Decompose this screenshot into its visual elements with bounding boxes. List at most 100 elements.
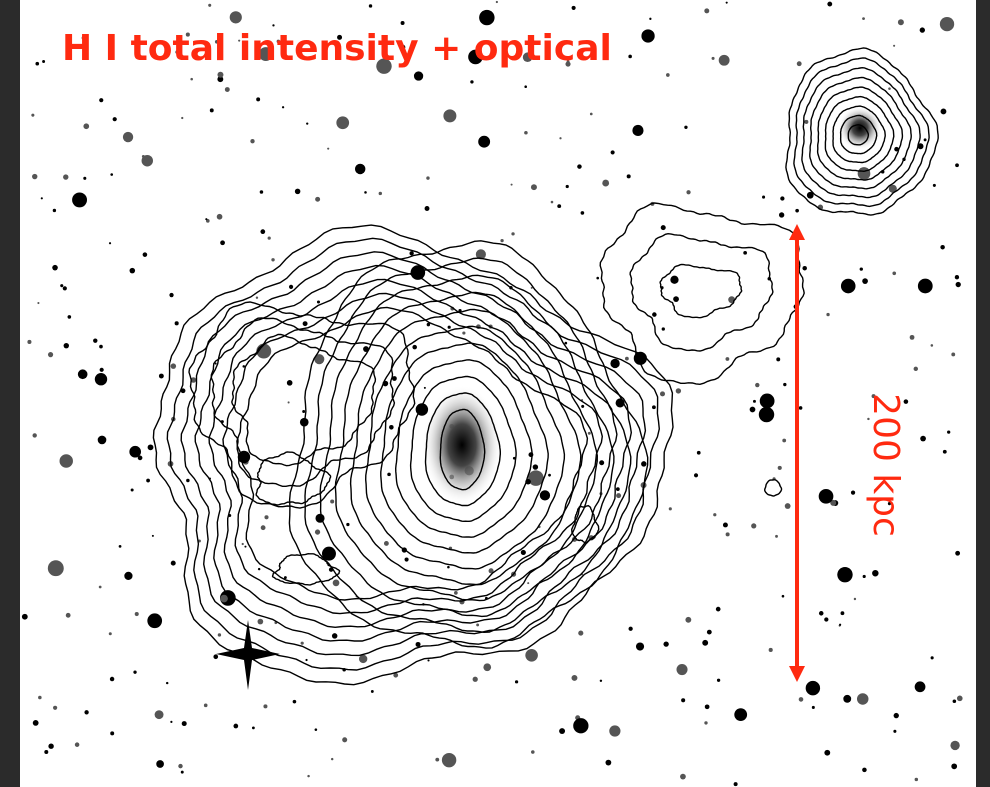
- star: [681, 698, 685, 702]
- star: [303, 321, 308, 326]
- star: [524, 85, 527, 88]
- image-title: H I total intensity + optical: [62, 28, 612, 69]
- star: [920, 27, 925, 32]
- star: [785, 503, 791, 509]
- star: [412, 345, 417, 350]
- star: [892, 271, 896, 275]
- star: [171, 363, 176, 368]
- star: [955, 163, 959, 167]
- star: [951, 763, 957, 769]
- star: [230, 11, 242, 23]
- star: [95, 373, 107, 385]
- star: [32, 174, 37, 179]
- star: [53, 209, 56, 212]
- star: [175, 321, 179, 325]
- star: [424, 387, 426, 389]
- star: [342, 737, 347, 742]
- star: [289, 285, 293, 289]
- star: [63, 286, 67, 290]
- star: [38, 696, 42, 700]
- star: [260, 229, 265, 234]
- star: [616, 487, 620, 491]
- star: [454, 591, 458, 595]
- star: [924, 138, 927, 141]
- star: [669, 507, 672, 510]
- star: [753, 400, 756, 403]
- star: [559, 137, 561, 139]
- star: [442, 753, 456, 767]
- star: [146, 479, 150, 483]
- star: [524, 131, 528, 135]
- star: [169, 293, 173, 297]
- star: [66, 613, 71, 618]
- star: [799, 697, 804, 702]
- star: [566, 185, 569, 188]
- star: [915, 778, 918, 781]
- star: [295, 189, 301, 195]
- star: [369, 4, 372, 7]
- star: [713, 513, 716, 516]
- star: [404, 557, 408, 561]
- star: [726, 357, 730, 361]
- star: [315, 197, 320, 202]
- star: [60, 454, 73, 467]
- star: [673, 296, 679, 302]
- star: [63, 174, 68, 179]
- star: [178, 764, 182, 768]
- star: [806, 681, 820, 695]
- star: [48, 352, 53, 357]
- star: [819, 611, 824, 616]
- star: [759, 407, 774, 422]
- star: [628, 55, 632, 59]
- star: [414, 71, 423, 80]
- star: [605, 760, 611, 766]
- star: [317, 300, 320, 303]
- star: [734, 782, 738, 786]
- star: [750, 407, 756, 413]
- star: [762, 196, 765, 199]
- star: [581, 405, 584, 408]
- star: [755, 383, 759, 387]
- scale-bar-label: 200 kpc: [865, 393, 906, 537]
- star: [147, 613, 162, 628]
- star: [443, 109, 456, 122]
- star: [72, 192, 87, 207]
- star: [258, 619, 264, 625]
- star: [819, 489, 834, 504]
- star: [660, 391, 665, 396]
- star: [384, 541, 389, 546]
- star: [133, 671, 136, 674]
- star: [142, 155, 145, 158]
- star: [694, 473, 698, 477]
- star: [387, 473, 391, 477]
- star: [795, 209, 799, 213]
- star: [826, 313, 829, 316]
- star: [35, 62, 39, 66]
- star: [213, 654, 218, 659]
- star: [333, 580, 340, 587]
- star: [110, 173, 113, 176]
- star: [525, 649, 538, 662]
- star: [244, 546, 246, 548]
- star: [914, 367, 918, 371]
- star: [190, 78, 193, 81]
- star: [448, 326, 451, 329]
- star: [599, 460, 604, 465]
- star: [220, 595, 228, 603]
- star: [577, 164, 581, 168]
- star: [416, 642, 421, 647]
- star: [841, 611, 845, 615]
- star: [565, 342, 568, 345]
- star: [941, 109, 947, 115]
- star: [148, 444, 154, 450]
- star: [802, 266, 807, 271]
- star: [947, 431, 950, 434]
- star: [483, 663, 491, 671]
- star: [511, 184, 513, 186]
- star: [686, 190, 690, 194]
- star: [99, 98, 103, 102]
- star: [602, 180, 609, 187]
- star: [551, 201, 554, 204]
- star: [330, 499, 334, 503]
- star: [166, 682, 168, 684]
